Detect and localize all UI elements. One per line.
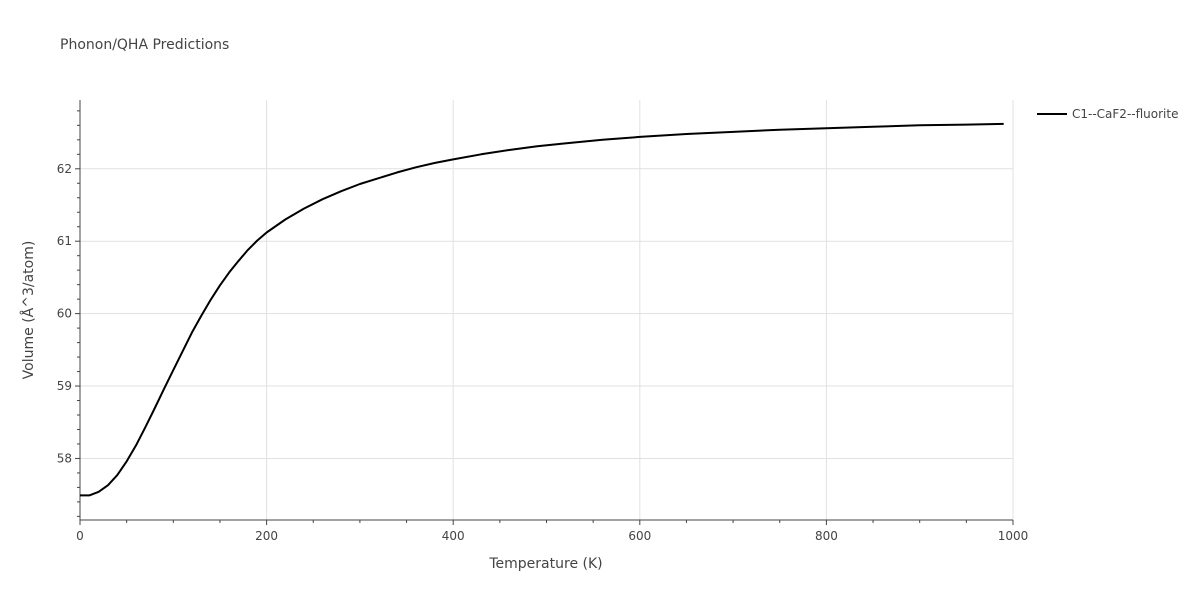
x-tick-label: 800: [815, 529, 838, 543]
x-tick-label: 1000: [998, 529, 1029, 543]
x-tick-label: 0: [76, 529, 84, 543]
x-tick-label: 400: [442, 529, 465, 543]
axes: [75, 100, 1014, 525]
y-tick-label: 58: [57, 451, 72, 465]
tick-labels: 0 200 400 600 800 1000 58 59 60 61 62: [57, 162, 1029, 543]
legend-label: C1--CaF2--fluorite: [1072, 107, 1178, 121]
grid: [80, 100, 1014, 520]
y-tick-label: 59: [57, 379, 72, 393]
x-axis-title: Temperature (K): [488, 556, 602, 572]
x-tick-label: 600: [628, 529, 651, 543]
y-tick-label: 60: [57, 307, 72, 321]
chart-title: Phonon/QHA Predictions: [60, 37, 230, 53]
legend[interactable]: C1--CaF2--fluorite: [1037, 107, 1178, 121]
series-line: [80, 122, 1004, 497]
series-layer: [80, 122, 1004, 497]
y-tick-label: 62: [57, 162, 72, 176]
y-tick-label: 61: [57, 234, 72, 248]
x-tick-label: 200: [255, 529, 278, 543]
y-axis-title: Volume (Å^3/atom): [20, 241, 37, 380]
